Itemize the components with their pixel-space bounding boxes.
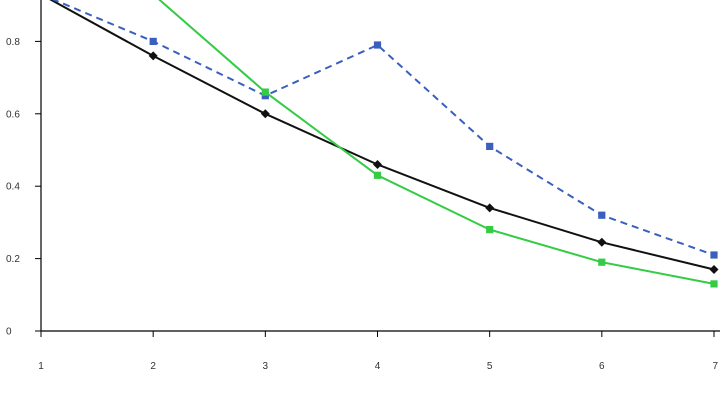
x-tick-label: 5: [487, 361, 493, 372]
series-line-black: [49, 0, 715, 271]
x-tick-label: 6: [599, 361, 605, 372]
point-green: [373, 171, 382, 179]
point-black: [148, 51, 158, 61]
x-tick-label: 3: [263, 361, 269, 372]
x-tick-label: 1: [38, 361, 44, 372]
y-tick-label: 0.4: [6, 182, 20, 193]
point-green: [261, 88, 269, 96]
y-tick-label: 0.8: [6, 37, 20, 48]
marker-layer: [148, 37, 719, 288]
x-tick-label: 7: [712, 361, 718, 372]
point-blue: [373, 41, 382, 49]
y-tick-label: 0: [6, 327, 12, 338]
series-line-blue: [51, 0, 715, 256]
point-blue: [149, 37, 157, 45]
point-blue: [598, 211, 606, 219]
point-black: [373, 160, 382, 169]
point-blue: [710, 251, 718, 259]
point-green: [486, 226, 494, 234]
axes: [35, 0, 720, 337]
point-green: [598, 258, 606, 266]
point-black: [260, 109, 270, 119]
point-black: [485, 203, 495, 213]
y-tick-label: 0.6: [6, 109, 20, 120]
x-tick-label: 4: [375, 361, 381, 372]
point-green: [710, 280, 718, 288]
point-black: [709, 265, 719, 274]
tick-labels: 0 0.2 0.4 0.6 0.8 1 2 3 4 5 6 7: [6, 37, 718, 372]
x-tick-label: 2: [150, 361, 156, 372]
y-tick-label: 0.2: [6, 254, 20, 265]
point-blue: [486, 142, 494, 150]
point-black: [597, 237, 607, 247]
